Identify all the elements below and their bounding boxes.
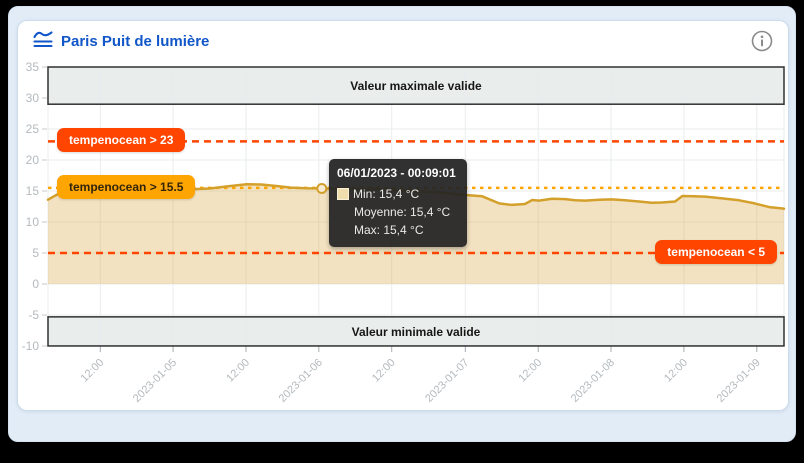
page-title: Paris Puit de lumière xyxy=(61,32,210,50)
info-button[interactable] xyxy=(750,29,774,53)
svg-text:2023-01-09: 2023-01-09 xyxy=(715,357,763,405)
svg-text:12:00: 12:00 xyxy=(662,357,690,385)
svg-text:12:00: 12:00 xyxy=(516,357,544,385)
card-header: Paris Puit de lumière xyxy=(18,21,788,61)
tooltip-row-max: Max: 15,4 °C xyxy=(354,223,424,237)
svg-text:2023-01-06: 2023-01-06 xyxy=(277,357,325,405)
chart-area[interactable]: 12:00 2023-01-05 12:00 2023-01-06 12:00 2023-… xyxy=(18,60,790,411)
svg-text:15: 15 xyxy=(26,184,40,198)
chart-card: Paris Puit de lumière 12:00 2023-01-05 12:… xyxy=(17,20,789,411)
svg-text:2023-01-05: 2023-01-05 xyxy=(131,357,179,405)
svg-text:30: 30 xyxy=(26,91,40,105)
svg-text:10: 10 xyxy=(26,215,40,229)
svg-text:0: 0 xyxy=(32,277,39,291)
svg-text:2023-01-07: 2023-01-07 xyxy=(423,357,471,405)
svg-text:12:00: 12:00 xyxy=(78,357,106,385)
info-circle-icon xyxy=(751,30,773,52)
waves-chart-icon xyxy=(32,29,54,54)
chart-tooltip: 06/01/2023 - 00:09:01 Min: 15,4 °C Moyen… xyxy=(329,159,467,247)
svg-text:5: 5 xyxy=(32,246,39,260)
page-background: Paris Puit de lumière 12:00 2023-01-05 12:… xyxy=(8,6,796,442)
svg-text:-5: -5 xyxy=(28,308,39,322)
series-swatch xyxy=(337,188,349,200)
svg-text:2023-01-08: 2023-01-08 xyxy=(569,357,617,405)
hovered-point-marker xyxy=(316,183,328,194)
tooltip-row-mean: Moyenne: 15,4 °C xyxy=(354,205,451,219)
svg-text:35: 35 xyxy=(26,61,40,74)
svg-text:25: 25 xyxy=(26,122,40,136)
svg-text:12:00: 12:00 xyxy=(224,357,252,385)
threshold-badge-above-23: tempenocean > 23 xyxy=(57,128,186,152)
svg-text:12:00: 12:00 xyxy=(370,357,398,385)
svg-text:20: 20 xyxy=(26,153,40,167)
tooltip-row-min: Min: 15,4 °C xyxy=(337,185,456,203)
threshold-badge-above-15-5: tempenocean > 15.5 xyxy=(57,175,196,199)
tooltip-timestamp: 06/01/2023 - 00:09:01 xyxy=(337,166,456,180)
threshold-badge-below-5: tempenocean < 5 xyxy=(655,240,777,264)
svg-text:-10: -10 xyxy=(22,339,40,353)
